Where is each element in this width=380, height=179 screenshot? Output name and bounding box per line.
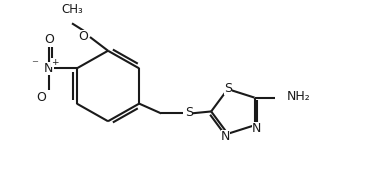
Text: ⁻: ⁻ [31,58,38,71]
Text: CH₃: CH₃ [61,3,83,16]
Text: +: + [51,58,59,67]
Text: NH₂: NH₂ [287,90,310,103]
Text: N: N [221,130,230,143]
Text: N: N [44,62,54,75]
Text: O: O [78,30,88,43]
Text: O: O [44,33,54,45]
Text: N: N [252,122,261,135]
Text: O: O [36,91,46,104]
Text: S: S [185,106,193,119]
Text: S: S [224,82,232,95]
